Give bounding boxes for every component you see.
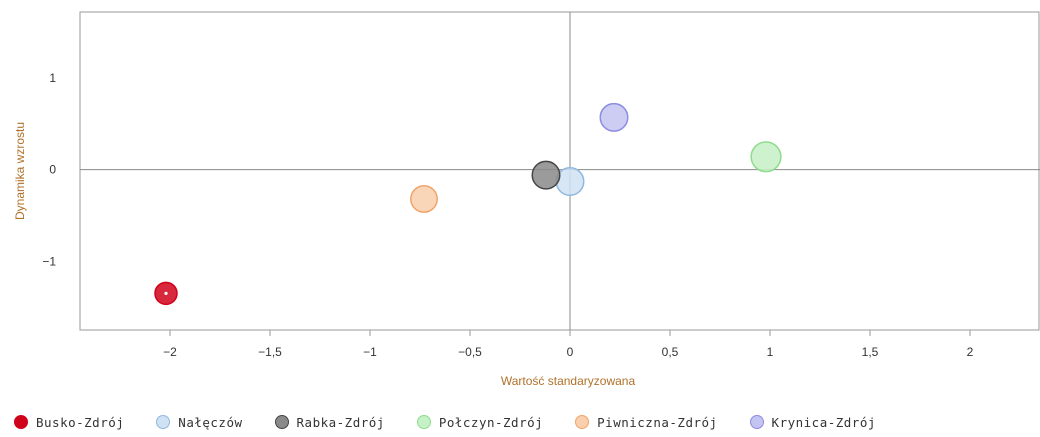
legend-label: Nałęczów: [178, 414, 243, 430]
legend-label: Busko-Zdrój: [36, 414, 125, 430]
y-tick-label: 1: [49, 71, 56, 85]
legend-label: Połczyn-Zdrój: [438, 414, 544, 430]
legend-swatch: [575, 415, 590, 429]
x-tick-label: 1,5: [862, 345, 879, 359]
x-tick-label: −1,5: [258, 345, 282, 359]
legend-item[interactable]: Krynica-Zdrój: [749, 414, 876, 430]
legend-item[interactable]: Busko-Zdrój: [14, 415, 124, 430]
bubbles: [154, 102, 782, 306]
bubble-center-dot: [164, 291, 168, 295]
x-tick-label: 0: [567, 345, 574, 359]
x-ticks: −2 −1,5 −1 −0,5 0 0,5 1 1,5 2: [163, 330, 974, 359]
x-tick-label: 2: [967, 345, 974, 359]
chart-svg: −2 −1,5 −1 −0,5 0 0,5 1 1,5 2 1 0 −1 Wartość stand…: [13, 11, 1040, 388]
x-axis-title: Wartość standaryzowana: [501, 374, 636, 388]
legend-item[interactable]: Rabka-Zdrój: [274, 414, 385, 430]
x-tick-label: −2: [163, 345, 177, 359]
bubble-point[interactable]: [599, 102, 629, 132]
axes-layer: [80, 12, 1040, 330]
bubble-point[interactable]: [750, 141, 782, 173]
legend-item[interactable]: Połczyn-Zdrój: [416, 414, 544, 430]
legend-swatch: [416, 415, 431, 429]
y-ticks: 1 0 −1: [42, 71, 56, 268]
x-tick-label: −0,5: [458, 345, 482, 359]
legend-item[interactable]: Piwniczna-Zdrój: [575, 415, 717, 430]
legend-item[interactable]: Nałęczów: [156, 415, 242, 430]
y-tick-label: −1: [42, 254, 56, 268]
y-axis-title: Dynamika wzrostu: [13, 122, 27, 220]
plot-frame: [79, 11, 1040, 331]
bubble-point[interactable]: [555, 167, 585, 197]
y-tick-label: 0: [49, 163, 56, 177]
legend-swatch: [274, 415, 289, 429]
x-tick-label: 1: [767, 345, 774, 359]
legend-swatch: [14, 415, 28, 429]
legend-label: Krynica-Zdrój: [771, 414, 876, 430]
legend: Busko-Zdrój Nałęczów Rabka-Zdrój Połczyn-Zd…: [14, 410, 1038, 434]
x-tick-label: −1: [363, 345, 377, 359]
bubble-point[interactable]: [531, 160, 561, 190]
legend-swatch: [156, 415, 171, 429]
bubble-point[interactable]: [410, 185, 438, 213]
x-tick-label: 0,5: [662, 345, 679, 359]
legend-swatch: [749, 415, 764, 429]
bubble-chart: −2 −1,5 −1 −0,5 0 0,5 1 1,5 2 1 0 −1 Wartość stand…: [13, 11, 1040, 388]
legend-label: Piwniczna-Zdrój: [597, 414, 718, 430]
legend-label: Rabka-Zdrój: [296, 414, 385, 430]
